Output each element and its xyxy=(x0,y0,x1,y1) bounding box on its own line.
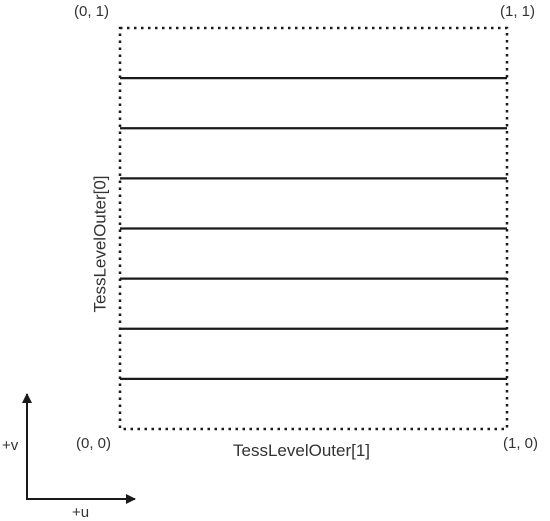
corner-label-top-right: (1, 1) xyxy=(500,3,536,20)
isolines-group xyxy=(120,77,507,380)
corner-label-bottom-right: (1, 0) xyxy=(503,435,539,452)
u-axis-label: +u xyxy=(72,504,90,521)
v-axis-label: +v xyxy=(2,437,19,454)
corner-label-top-left: (0, 1) xyxy=(74,3,110,20)
corner-label-bottom-left: (0, 0) xyxy=(76,435,112,452)
tess-level-outer-0-label: TessLevelOuter[0] xyxy=(90,175,110,313)
tess-level-outer-1-label: TessLevelOuter[1] xyxy=(233,441,371,460)
domain-boundary xyxy=(118,26,509,431)
